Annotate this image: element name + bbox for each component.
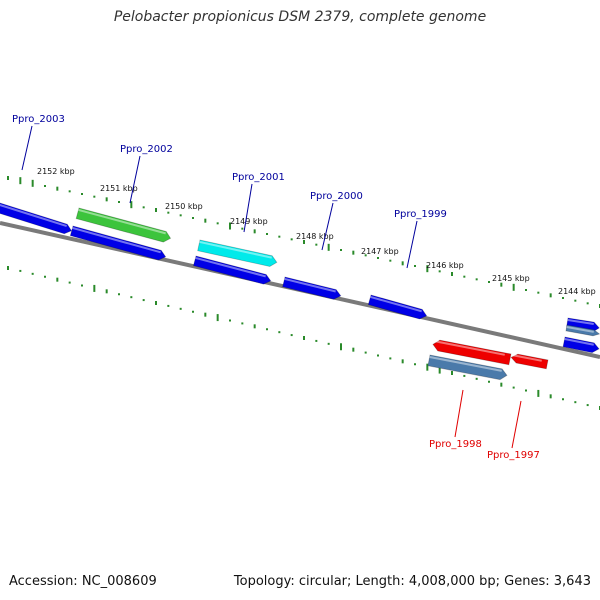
gene-arrow[interactable]	[75, 207, 172, 243]
gene-label[interactable]: Ppro_2002	[120, 144, 173, 155]
gene-arrow-gloss	[429, 355, 502, 372]
kbp-label: 2152 kbp	[37, 167, 75, 176]
gene-arrow-highlight[interactable]	[432, 339, 512, 366]
gene-arrow-gloss	[195, 256, 266, 278]
gene-leader-line	[21, 125, 33, 171]
gene-arrow[interactable]	[562, 336, 600, 354]
gene-arrow-highlight-gloss	[433, 339, 505, 356]
gene-leader-line	[511, 400, 522, 449]
gene-arrow-gloss	[284, 277, 336, 293]
gene-leader-line	[406, 220, 418, 269]
gene-label[interactable]: Ppro_2000	[310, 191, 363, 202]
kbp-label: 2147 kbp	[361, 247, 399, 256]
gene-label[interactable]: Ppro_2003	[12, 114, 65, 125]
topology-summary: Topology: circular; Length: 4,008,000 bp…	[233, 574, 591, 589]
genome-title: Pelobacter propionicus DSM 2379, complet…	[113, 9, 487, 25]
gene-label[interactable]: Ppro_2001	[232, 172, 285, 183]
gene-arrow-gloss	[78, 208, 166, 235]
gene-arrow-gloss	[0, 204, 67, 228]
gene-label[interactable]: Ppro_1998	[429, 439, 482, 450]
kbp-label: 2145 kbp	[492, 274, 530, 283]
gene-leader-line	[454, 389, 464, 438]
kbp-label: 2150 kbp	[165, 202, 203, 211]
gene-arrow-highlight[interactable]	[510, 353, 549, 370]
kbp-label: 2151 kbp	[100, 184, 138, 193]
gene-leader-line	[129, 155, 141, 204]
gene-arrow[interactable]	[427, 354, 508, 381]
gene-arrow[interactable]	[565, 324, 600, 337]
kbp-label: 2144 kbp	[558, 287, 596, 296]
gene-arrow-gloss	[564, 337, 594, 346]
gene-arrow[interactable]	[0, 202, 73, 235]
accession-label: Accession: NC_008609	[9, 574, 157, 589]
gene-label[interactable]: Ppro_1997	[487, 450, 540, 461]
gene-arrow[interactable]	[367, 294, 428, 320]
gene-arrow[interactable]	[69, 225, 167, 261]
kbp-label: 2148 kbp	[296, 232, 334, 241]
gene-arrow[interactable]	[282, 276, 342, 300]
gene-arrow-gloss	[566, 325, 594, 333]
gene-leader-line	[243, 183, 253, 233]
gene-arrow[interactable]	[192, 255, 272, 285]
gene-leader-line	[321, 202, 334, 251]
kbp-label: 2149 kbp	[230, 217, 268, 226]
gene-arrow-gloss	[567, 318, 594, 326]
kbp-label: 2146 kbp	[426, 261, 464, 270]
gene-arrow-gloss	[370, 295, 422, 313]
gene-arrow[interactable]	[197, 239, 278, 267]
gene-arrow-gloss	[199, 240, 272, 259]
gene-arrow-gloss	[72, 226, 161, 254]
gene-label[interactable]: Ppro_1999	[394, 209, 447, 220]
gene-arrow-highlight-gloss	[511, 353, 542, 362]
